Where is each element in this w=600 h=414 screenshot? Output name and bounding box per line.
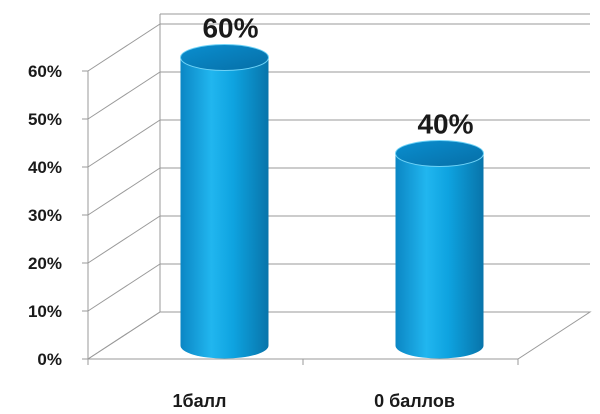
- bars: [180, 44, 484, 359]
- y-tick-label: 0%: [37, 350, 62, 369]
- gridline: [87, 215, 590, 264]
- bar-top: [180, 44, 269, 71]
- gridlines: [87, 13, 590, 360]
- y-tick-label: 40%: [28, 158, 62, 177]
- gridline: [87, 167, 590, 216]
- y-tick-label: 30%: [28, 206, 62, 225]
- bar-top: [395, 140, 484, 167]
- bar-body: [395, 153, 484, 359]
- gridline: [87, 311, 590, 360]
- axes: [82, 14, 592, 365]
- gridline: [87, 23, 590, 72]
- bar: [180, 44, 269, 359]
- floor: [86, 311, 592, 360]
- y-tick-label: 60%: [28, 62, 62, 81]
- data-label: 40%: [417, 109, 473, 140]
- category-label: 1балл: [172, 391, 226, 411]
- bar-body: [180, 57, 269, 359]
- y-tick-label: 10%: [28, 302, 62, 321]
- gridline: [87, 71, 590, 120]
- gridline: [87, 119, 590, 168]
- category-labels: 1балл 0 баллов: [172, 391, 454, 411]
- bar: [395, 140, 484, 359]
- category-label: 0 баллов: [374, 391, 455, 411]
- y-tick-label: 50%: [28, 110, 62, 129]
- y-axis-ticks: 0% 10% 20% 30% 40% 50% 60%: [28, 62, 62, 369]
- y-tick-label: 20%: [28, 254, 62, 273]
- data-labels: 60% 40%: [202, 13, 473, 140]
- gridline: [87, 263, 590, 312]
- data-label: 60%: [202, 13, 258, 44]
